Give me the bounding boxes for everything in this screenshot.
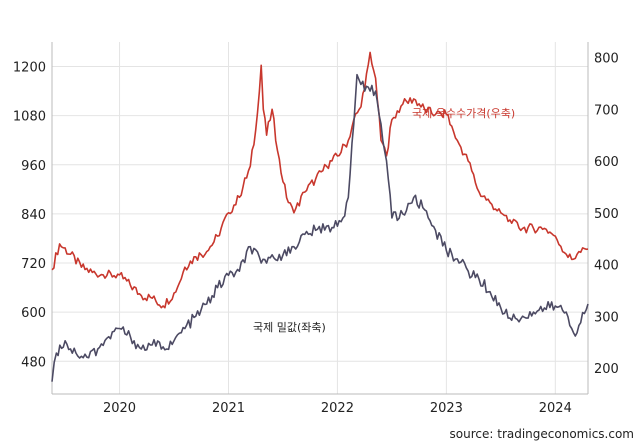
x-tick-label: 2022 xyxy=(321,401,354,416)
x-tick-label: 2020 xyxy=(103,401,136,416)
y-left-tick-label: 600 xyxy=(21,306,46,321)
y-right-tick-label: 800 xyxy=(594,52,619,67)
corn-price-line xyxy=(51,51,589,309)
corn-series-label: 국제 옥수수가격(우축) xyxy=(412,107,515,120)
y-left-tick-label: 960 xyxy=(21,159,46,174)
y-right-tick-label: 200 xyxy=(594,362,619,377)
gridlines xyxy=(51,42,589,395)
y-right-tick-label: 400 xyxy=(594,259,619,274)
series-lines xyxy=(51,51,589,382)
y-right-tick-label: 600 xyxy=(594,155,619,170)
y-right-tick-label: 300 xyxy=(594,310,619,325)
wheat-series-label: 국제 밀값(좌축) xyxy=(253,321,326,334)
y-left-tick-label: 720 xyxy=(21,257,46,272)
y-right-tick-label: 500 xyxy=(594,207,619,222)
y-left-tick-label: 480 xyxy=(21,355,46,370)
x-tick-label: 2021 xyxy=(212,401,245,416)
y-right-tick-label: 700 xyxy=(594,103,619,118)
y-left-tick-label: 1200 xyxy=(13,61,46,76)
y-left-tick-label: 1080 xyxy=(13,110,46,125)
wheat-price-line xyxy=(51,73,589,382)
y-left-tick-label: 840 xyxy=(21,208,46,223)
x-tick-label: 2023 xyxy=(430,401,463,416)
y-axis-right: 200 300 400 500 600 700 800 xyxy=(594,52,619,378)
x-tick-label: 2024 xyxy=(539,401,572,416)
y-axis-left: 480 600 720 840 960 1080 1200 xyxy=(13,61,46,371)
source-credit: source: tradingeconomics.com xyxy=(450,427,634,441)
x-axis: 2020 2021 2022 2023 2024 xyxy=(103,401,572,416)
